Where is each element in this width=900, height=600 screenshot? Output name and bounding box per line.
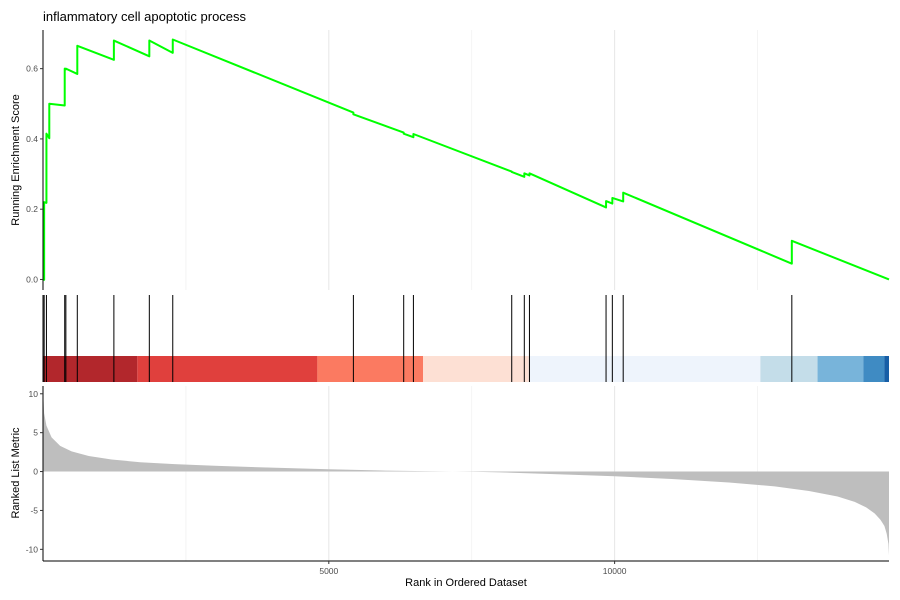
chart-title: inflammatory cell apoptotic process: [43, 9, 247, 24]
y-tick-label-metric: -5: [30, 505, 38, 515]
color-band: [884, 356, 889, 382]
x-tick-label: 5000: [319, 566, 338, 576]
y-tick-label-metric: 5: [33, 428, 38, 438]
enrichment-line: [42, 38, 890, 281]
ranked-metric-area: [43, 389, 889, 556]
y-axis-title-metric: Ranked List Metric: [10, 427, 22, 519]
gene-hit-marks: [43, 295, 793, 382]
color-band: [423, 356, 529, 382]
color-band: [528, 356, 761, 382]
y-tick-label-metric: 10: [29, 389, 39, 399]
y-tick-label-enrichment: 0.6: [26, 64, 38, 74]
color-band: [760, 356, 818, 382]
color-band: [137, 356, 318, 382]
color-band: [317, 356, 424, 382]
y-tick-label-enrichment: 0.2: [26, 204, 38, 214]
y-axis-title-enrichment: Running Enrichment Score: [10, 94, 22, 225]
y-tick-label-metric: -10: [26, 544, 39, 554]
rank-color-bands: [43, 356, 889, 382]
y-tick-label-enrichment: 0.4: [26, 134, 38, 144]
color-band: [817, 356, 864, 382]
y-tick-label-enrichment: 0.0: [26, 274, 38, 284]
x-axis-title: Rank in Ordered Dataset: [405, 577, 527, 589]
x-tick-label: 10000: [603, 566, 627, 576]
grid-lines: [185, 30, 758, 561]
y-tick-label-metric: 0: [33, 467, 38, 477]
color-band: [43, 356, 138, 382]
color-band: [863, 356, 885, 382]
